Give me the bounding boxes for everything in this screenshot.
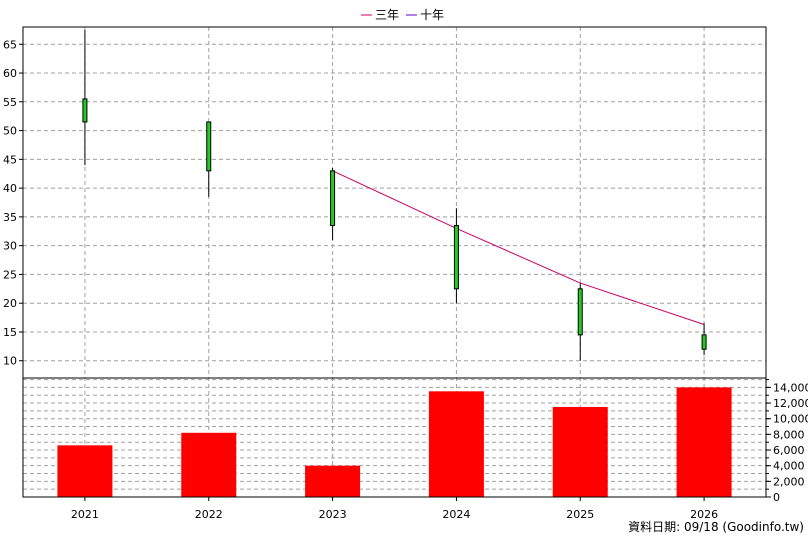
- price-tick-label: 40: [3, 182, 17, 195]
- candle-body: [701, 334, 707, 350]
- volume-bar: [305, 465, 361, 497]
- x-tick-label: 2021: [71, 508, 99, 521]
- volume-tick-label: 8,000: [773, 428, 805, 441]
- candle-body: [82, 98, 88, 123]
- legend: 三年 十年: [361, 8, 444, 22]
- price-axis-ticks: 10 15 20 25 30 35 40 45 50 55 60 65: [3, 38, 23, 368]
- price-tick-label: 30: [3, 240, 17, 253]
- price-tick-label: 50: [3, 125, 17, 138]
- candle-body: [206, 121, 212, 172]
- three-year-line-group: [332, 170, 705, 325]
- volume-bar: [552, 406, 608, 497]
- three-year-line: [332, 170, 705, 325]
- volume-tick-label: 2,000: [773, 475, 805, 488]
- x-tick-label: 2022: [195, 508, 223, 521]
- volume-tick-label: 12,000: [773, 397, 808, 410]
- volume-bar: [181, 432, 237, 497]
- x-tick-label: 2025: [566, 508, 594, 521]
- candle-body: [453, 225, 459, 290]
- volume-tick-label: 4,000: [773, 460, 805, 473]
- volume-gridlines: [23, 379, 766, 490]
- price-tick-label: 20: [3, 297, 17, 310]
- volume-bar: [428, 391, 484, 497]
- footer-source: 資料日期: 09/18 (Goodinfo.tw): [628, 520, 804, 534]
- candles: [82, 29, 707, 361]
- volume-tick-label: 6,000: [773, 444, 805, 457]
- price-tick-label: 55: [3, 96, 17, 109]
- price-tick-label: 45: [3, 153, 17, 166]
- volume-tick-label: 10,000: [773, 413, 808, 426]
- price-gridlines: [23, 27, 766, 497]
- volume-bar: [57, 445, 113, 497]
- price-tick-label: 65: [3, 38, 17, 51]
- x-tick-label: 2024: [442, 508, 470, 521]
- candle-body: [577, 288, 583, 336]
- x-axis-ticks: 2021 2022 2023 2024 2025 2026: [71, 497, 718, 521]
- plot-frame: [22, 26, 767, 498]
- x-tick-label: 2023: [319, 508, 347, 521]
- legend-three-year-label: 三年: [375, 8, 399, 22]
- price-tick-label: 15: [3, 326, 17, 339]
- x-tick-label: 2026: [690, 508, 718, 521]
- price-tick-label: 35: [3, 211, 17, 224]
- legend-ten-year-label: 十年: [420, 8, 444, 22]
- candle-body: [330, 170, 336, 227]
- volume-tick-label: 0: [773, 491, 780, 504]
- volume-bars: [57, 387, 732, 497]
- volume-bar: [676, 387, 732, 497]
- volume-axis-ticks: 0 2,000 4,000 6,000 8,000 10,000 12,000 14,000: [766, 379, 808, 504]
- price-tick-label: 10: [3, 355, 17, 368]
- volume-tick-label: 14,000: [773, 381, 808, 394]
- price-tick-label: 25: [3, 268, 17, 281]
- axes: [22, 26, 767, 498]
- price-tick-label: 60: [3, 67, 17, 80]
